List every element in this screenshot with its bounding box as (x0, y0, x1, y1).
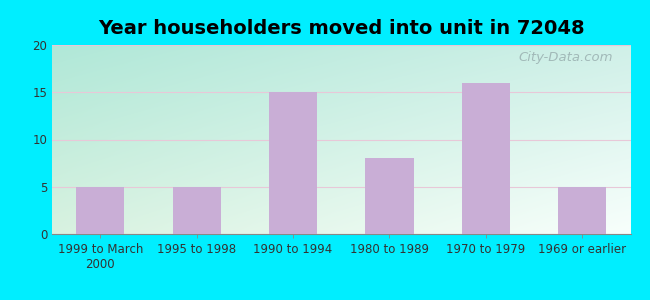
Bar (76, 187, 124, 234)
Bar (269, 92, 317, 234)
Title: Year householders moved into unit in 72048: Year householders moved into unit in 720… (98, 19, 584, 38)
Bar (172, 187, 221, 234)
Text: City-Data.com: City-Data.com (519, 51, 613, 64)
Bar (462, 83, 510, 234)
Bar (365, 158, 413, 234)
Bar (558, 187, 606, 234)
